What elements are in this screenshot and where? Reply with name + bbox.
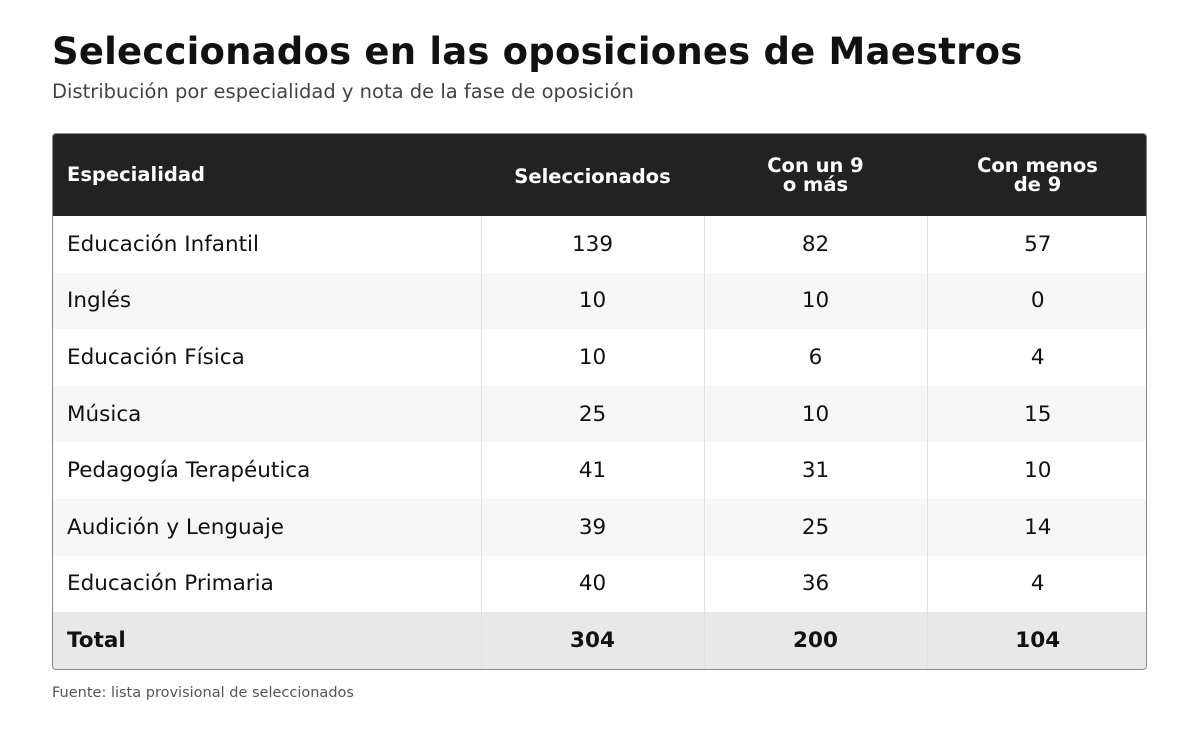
header-row: Especialidad Seleccionados Con un 9 o má… [53,134,1146,216]
cell-especialidad: Pedagogía Terapéutica [53,442,482,499]
column-header-especialidad: Especialidad [53,134,481,216]
column-header-line: Con un 9 [767,153,864,177]
cell-menos-de-nueve: 4 [927,329,1146,386]
table-body: Educación Infantil 139 82 57 Inglés 10 10 0 Educ… [53,216,1146,669]
cell-especialidad: Música [53,385,482,443]
table-header: Especialidad Seleccionados Con un 9 o má… [53,134,1146,216]
table-row: Audición y Lenguaje 39 25 14 [53,498,1146,556]
source-note: Fuente: lista provisional de seleccionad… [52,685,354,701]
cell-nueve-o-mas: 10 [704,272,928,330]
cell-especialidad: Educación Infantil [53,216,482,273]
cell-seleccionados: 41 [481,442,705,499]
cell-nueve-o-mas: 36 [704,555,928,613]
total-cell-especialidad: Total [53,612,482,669]
cell-seleccionados: 10 [481,272,705,330]
table-row: Educación Primaria 40 36 4 [53,555,1146,613]
table-row: Inglés 10 10 0 [53,272,1146,330]
cell-nueve-o-mas: 10 [704,385,928,443]
cell-menos-de-nueve: 14 [927,498,1146,556]
cell-especialidad: Audición y Lenguaje [53,498,482,556]
table-row: Educación Infantil 139 82 57 [53,216,1146,273]
data-table-container: Especialidad Seleccionados Con un 9 o má… [52,133,1147,670]
cell-nueve-o-mas: 6 [704,329,928,386]
cell-seleccionados: 39 [481,498,705,556]
column-header-line: Seleccionados [514,165,671,189]
cell-nueve-o-mas: 31 [704,442,928,499]
cell-especialidad: Educación Primaria [53,555,482,613]
column-header-line: Especialidad [67,163,205,187]
cell-especialidad: Inglés [53,272,482,330]
table-row: Pedagogía Terapéutica 41 31 10 [53,442,1146,499]
total-cell-menos-de-nueve: 104 [927,612,1146,669]
column-header-seleccionados: Seleccionados [481,134,704,216]
cell-seleccionados: 25 [481,385,705,443]
table-total-row: Total 304 200 104 [53,612,1146,669]
cell-seleccionados: 40 [481,555,705,613]
cell-nueve-o-mas: 25 [704,498,928,556]
cell-menos-de-nueve: 57 [927,216,1146,273]
total-cell-nueve-o-mas: 200 [704,612,928,669]
cell-menos-de-nueve: 15 [927,385,1146,443]
table-row: Educación Física 10 6 4 [53,329,1146,386]
column-header-line: o más [782,173,849,196]
chart-title: Seleccionados en las oposiciones de Maes… [52,30,1023,73]
column-header-line: de 9 [1013,173,1062,196]
cell-menos-de-nueve: 0 [927,272,1146,330]
cell-nueve-o-mas: 82 [704,216,928,273]
column-header-line: Con menos [977,153,1098,177]
cell-especialidad: Educación Física [53,329,482,386]
chart-subtitle: Distribución por especialidad y nota de … [52,80,634,103]
total-cell-seleccionados: 304 [481,612,705,669]
column-header-nueve-o-mas: Con un 9 o más [704,134,927,216]
cell-seleccionados: 10 [481,329,705,386]
column-header-menos-de-nueve: Con menos de 9 [927,134,1146,216]
data-table: Especialidad Seleccionados Con un 9 o má… [53,134,1146,669]
cell-seleccionados: 139 [481,216,705,273]
table-row: Música 25 10 15 [53,385,1146,443]
cell-menos-de-nueve: 10 [927,442,1146,499]
cell-menos-de-nueve: 4 [927,555,1146,613]
